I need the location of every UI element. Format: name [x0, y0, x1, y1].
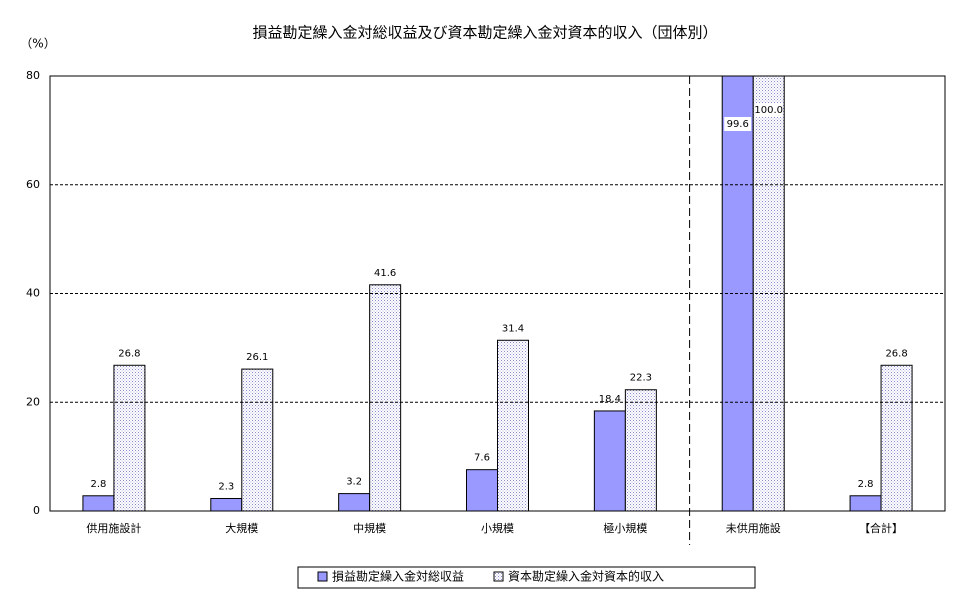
- bar: [113, 364, 146, 511]
- y-tick-label: 0: [33, 504, 40, 517]
- label-bg: [755, 103, 783, 117]
- bar: [466, 469, 498, 511]
- bar: [210, 497, 243, 511]
- y-axis-label: （%）: [20, 37, 55, 51]
- y-tick-label: 80: [26, 69, 40, 82]
- y-tick-label: 40: [26, 287, 40, 300]
- legend-swatch: [493, 571, 504, 582]
- bar: [880, 364, 913, 511]
- legend-label: 資本勘定繰入金対資本的収入: [508, 569, 664, 584]
- bar: [849, 495, 882, 511]
- chart-title: 損益勘定繰入金対総収益及び資本勘定繰入金対資本的収入（団体別）: [252, 24, 717, 42]
- bar: [241, 368, 274, 511]
- x-tick-label: 大規模: [225, 521, 258, 535]
- bar: [752, 76, 785, 511]
- label-bg: [724, 117, 752, 131]
- value-label: 100.0: [754, 105, 783, 116]
- y-tick-label: 60: [26, 178, 40, 191]
- value-label: 2.8: [858, 479, 874, 490]
- value-label: 41.6: [374, 268, 396, 279]
- value-label: 2.8: [90, 479, 106, 490]
- legend-label: 損益勘定繰入金対総収益: [332, 569, 464, 584]
- x-tick-label: 【合計】: [859, 521, 903, 535]
- value-label: 26.8: [885, 348, 907, 359]
- value-label: 26.1: [246, 352, 268, 363]
- bar: [369, 284, 402, 511]
- x-tick-label: 未供用施設: [726, 521, 781, 535]
- bar: [497, 339, 529, 511]
- x-tick-label: 小規模: [481, 521, 514, 535]
- value-label: 7.6: [474, 453, 490, 464]
- value-label: 2.3: [218, 481, 234, 492]
- bar: [82, 495, 115, 511]
- value-label: 3.2: [346, 477, 362, 488]
- legend-swatch: [317, 571, 328, 582]
- x-tick-label: 供用施設計: [86, 521, 141, 535]
- bar: [593, 410, 626, 511]
- value-label: 99.6: [727, 119, 749, 130]
- x-tick-label: 極小規模: [603, 521, 647, 535]
- bar: [624, 389, 657, 511]
- legend-box: [297, 566, 756, 589]
- value-label: 18.4: [599, 394, 621, 405]
- value-label: 31.4: [502, 323, 524, 334]
- y-tick-label: 20: [26, 395, 40, 408]
- value-label: 22.3: [630, 373, 652, 384]
- value-label: 26.8: [118, 348, 140, 359]
- bar: [338, 493, 371, 511]
- bar: [721, 76, 754, 511]
- x-tick-label: 中規模: [353, 521, 386, 535]
